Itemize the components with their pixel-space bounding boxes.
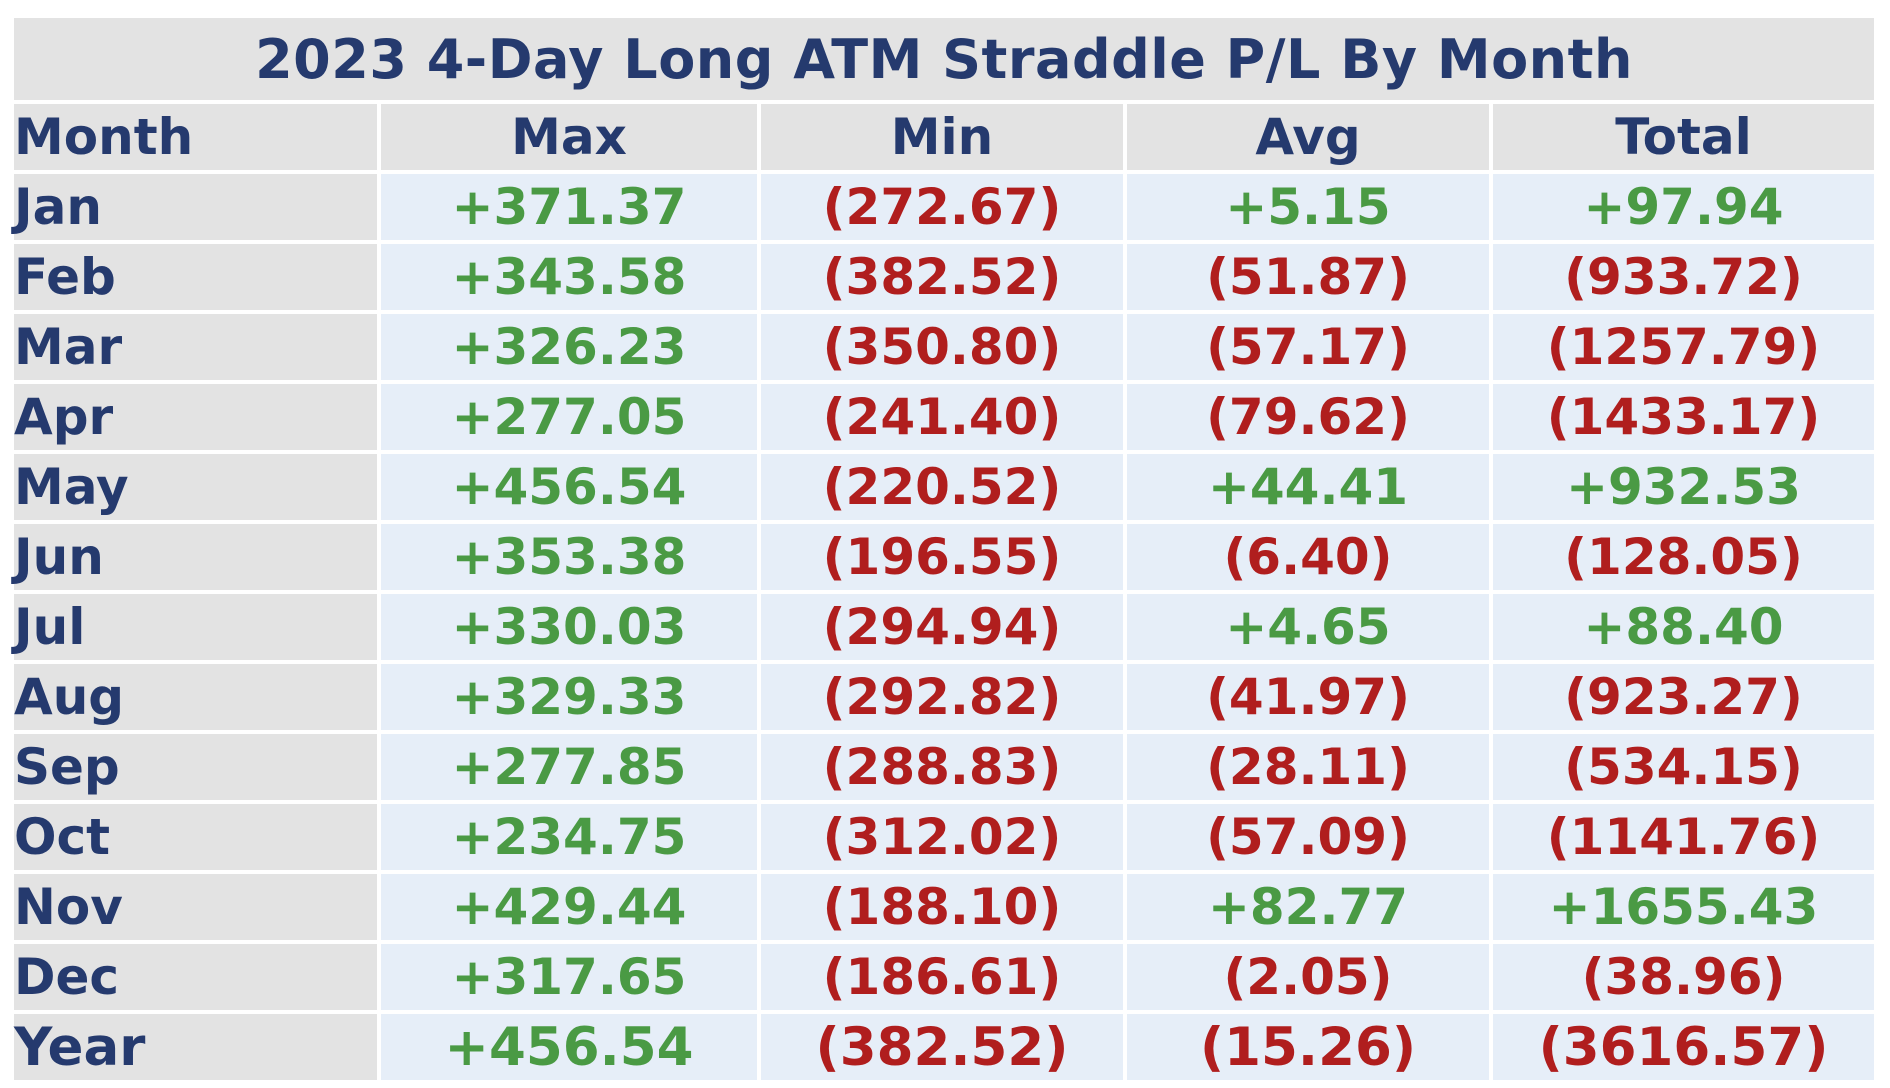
- min-value: (350.80): [759, 312, 1127, 384]
- table-row: Mar +326.23 (350.80) (57.17) (1257.79): [14, 312, 1874, 384]
- min-value: (292.82): [759, 662, 1127, 734]
- max-value: +326.23: [379, 312, 761, 384]
- column-header-avg: Avg: [1125, 104, 1493, 174]
- avg-value: (2.05): [1125, 942, 1493, 1014]
- avg-value: (51.87): [1125, 242, 1493, 314]
- pl-table: Month Max Min Avg Total Jan +371.37 (272.6…: [14, 104, 1874, 1080]
- total-value: +97.94: [1491, 172, 1874, 244]
- total-value: (1141.76): [1491, 802, 1874, 874]
- min-value: (288.83): [759, 732, 1127, 804]
- avg-value: (28.11): [1125, 732, 1493, 804]
- avg-value: +44.41: [1125, 452, 1493, 524]
- table-row: Aug +329.33 (292.82) (41.97) (923.27): [14, 662, 1874, 734]
- max-value: +353.38: [379, 522, 761, 594]
- min-value: (382.52): [759, 242, 1127, 314]
- total-value: (3616.57): [1491, 1012, 1874, 1080]
- total-value: (1257.79): [1491, 312, 1874, 384]
- max-value: +343.58: [379, 242, 761, 314]
- table-body: Jan +371.37 (272.67) +5.15 +97.94 Feb +343.58(…: [14, 172, 1874, 1080]
- max-value: +277.05: [379, 382, 761, 454]
- table-row: Sep +277.85 (288.83) (28.11) (534.15): [14, 732, 1874, 804]
- total-value: +88.40: [1491, 592, 1874, 664]
- table-row: Jun +353.38 (196.55) (6.40) (128.05): [14, 522, 1874, 594]
- max-value: +330.03: [379, 592, 761, 664]
- table-row: Jan +371.37 (272.67) +5.15 +97.94: [14, 172, 1874, 244]
- avg-value: (41.97): [1125, 662, 1493, 734]
- min-value: (294.94): [759, 592, 1127, 664]
- month-label: Feb: [14, 242, 381, 314]
- month-label: Jun: [14, 522, 381, 594]
- avg-value: +4.65: [1125, 592, 1493, 664]
- avg-value: (57.17): [1125, 312, 1493, 384]
- max-value: +456.54: [379, 1012, 761, 1080]
- month-label: May: [14, 452, 381, 524]
- total-value: (534.15): [1491, 732, 1874, 804]
- month-label: Jul: [14, 592, 381, 664]
- min-value: (312.02): [759, 802, 1127, 874]
- avg-value: +82.77: [1125, 872, 1493, 944]
- total-value: +1655.43: [1491, 872, 1874, 944]
- min-value: (241.40): [759, 382, 1127, 454]
- month-label: Apr: [14, 382, 381, 454]
- year-summary-row: Year +456.54 (382.52) (15.26) (3616.57): [14, 1012, 1874, 1080]
- min-value: (196.55): [759, 522, 1127, 594]
- max-value: +234.75: [379, 802, 761, 874]
- min-value: (272.67): [759, 172, 1127, 244]
- max-value: +329.33: [379, 662, 761, 734]
- avg-value: (15.26): [1125, 1012, 1493, 1080]
- table-row: Jul +330.03 (294.94) +4.65 +88.40: [14, 592, 1874, 664]
- max-value: +371.37: [379, 172, 761, 244]
- avg-value: (6.40): [1125, 522, 1493, 594]
- total-value: (933.72): [1491, 242, 1874, 314]
- month-label: Year: [14, 1012, 381, 1080]
- month-label: Sep: [14, 732, 381, 804]
- month-label: Nov: [14, 872, 381, 944]
- table-row: Feb +343.58 (382.52) (51.87) (933.72): [14, 242, 1874, 314]
- month-label: Mar: [14, 312, 381, 384]
- avg-value: +5.15: [1125, 172, 1493, 244]
- total-value: (1433.17): [1491, 382, 1874, 454]
- avg-value: (57.09): [1125, 802, 1493, 874]
- total-value: (128.05): [1491, 522, 1874, 594]
- max-value: +429.44: [379, 872, 761, 944]
- total-value: (923.27): [1491, 662, 1874, 734]
- header-row: Month Max Min Avg Total: [14, 104, 1874, 174]
- total-value: (38.96): [1491, 942, 1874, 1014]
- min-value: (220.52): [759, 452, 1127, 524]
- table-row: Oct +234.75 (312.02) (57.09) (1141.76): [14, 802, 1874, 874]
- column-header-month: Month: [14, 104, 381, 174]
- table-title: 2023 4-Day Long ATM Straddle P/L By Mont…: [14, 18, 1874, 104]
- max-value: +317.65: [379, 942, 761, 1014]
- max-value: +277.85: [379, 732, 761, 804]
- month-label: Oct: [14, 802, 381, 874]
- avg-value: (79.62): [1125, 382, 1493, 454]
- pl-table-container: 2023 4-Day Long ATM Straddle P/L By Mont…: [14, 18, 1874, 1080]
- min-value: (186.61): [759, 942, 1127, 1014]
- column-header-total: Total: [1491, 104, 1874, 174]
- table-row: Apr +277.05 (241.40) (79.62) (1433.17): [14, 382, 1874, 454]
- table-row: Nov +429.44 (188.10) +82.77 +1655.43: [14, 872, 1874, 944]
- month-label: Jan: [14, 172, 381, 244]
- total-value: +932.53: [1491, 452, 1874, 524]
- min-value: (382.52): [759, 1012, 1127, 1080]
- month-label: Aug: [14, 662, 381, 734]
- column-header-max: Max: [379, 104, 761, 174]
- max-value: +456.54: [379, 452, 761, 524]
- table-row: May +456.54 (220.52) +44.41 +932.53: [14, 452, 1874, 524]
- column-header-min: Min: [759, 104, 1127, 174]
- min-value: (188.10): [759, 872, 1127, 944]
- table-row: Dec +317.65 (186.61) (2.05) (38.96): [14, 942, 1874, 1014]
- month-label: Dec: [14, 942, 381, 1014]
